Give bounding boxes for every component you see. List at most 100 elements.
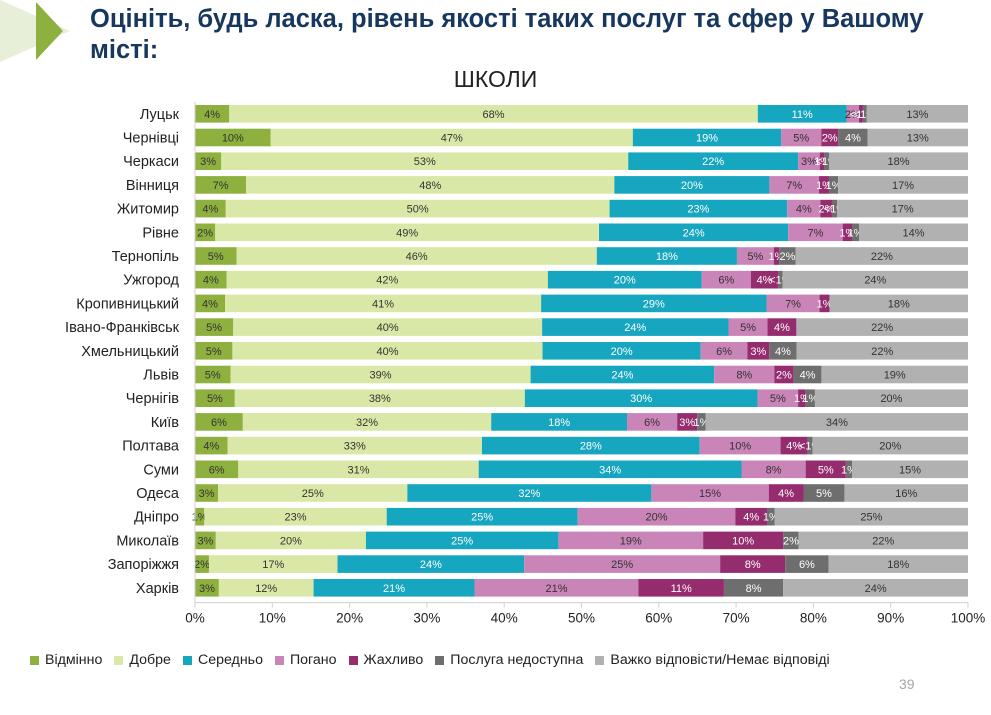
- data-label: 18%: [887, 156, 909, 168]
- data-label: 20%: [681, 180, 703, 192]
- chart-legend: Відмінно Добре Середньо Погано Жахливо Послуг…: [30, 648, 980, 672]
- data-label: 5%: [205, 370, 221, 382]
- bar-середньо-8: [547, 270, 702, 289]
- bar-жахливо-13: [798, 389, 806, 407]
- bar-відмінно-3: [195, 152, 222, 170]
- legend-swatch: [348, 655, 358, 665]
- page-title: Оцініть, будь ласка, рівень якості таких…: [90, 5, 924, 64]
- bar-послуга-недоступна-20: [785, 555, 829, 573]
- stacked-bar-chart: Луцьк 4% 68% 11% 2%<1%<1% 13%Чернівці 10% 47% 19…: [65, 102, 985, 626]
- data-label: 18%: [548, 417, 570, 429]
- bar-погано-1: [846, 105, 860, 123]
- bar-відмінно-18: [195, 507, 205, 526]
- category-label: Дніпро: [134, 510, 179, 526]
- bar-погано-12: [714, 365, 775, 384]
- data-label: 3%: [200, 156, 216, 168]
- legend-item: Добре: [114, 652, 171, 668]
- data-label: 2%: [780, 251, 796, 263]
- data-label: 33%: [344, 441, 366, 453]
- bar-відмінно-1: [195, 105, 230, 123]
- category-label: Миколаїв: [116, 533, 179, 549]
- bar-жахливо-1: [859, 105, 863, 123]
- data-label: 21%: [545, 583, 567, 595]
- bar-середньо-9: [541, 294, 767, 313]
- bar-жахливо-17: [768, 484, 804, 502]
- bar-добре-1: [229, 105, 758, 123]
- legend-label: Середньо: [197, 652, 263, 668]
- data-label: 5%: [206, 346, 222, 358]
- bar-жахливо-19: [703, 531, 784, 550]
- bar-відмінно-19: [195, 531, 216, 550]
- data-label: 4%: [203, 441, 219, 453]
- bar-погано-13: [757, 389, 799, 407]
- data-label: 28%: [580, 441, 602, 453]
- data-label: 8%: [745, 559, 761, 571]
- data-label: 25%: [611, 559, 633, 571]
- bar-послуга-недоступна-12: [793, 365, 822, 384]
- data-label: 7%: [213, 180, 229, 192]
- data-label: 2%: [194, 559, 210, 571]
- bar-середньо-19: [365, 531, 559, 550]
- legend-item: Жахливо: [348, 652, 423, 668]
- legend-swatch: [30, 655, 39, 665]
- data-label: 23%: [687, 204, 709, 216]
- data-label: 3%: [679, 417, 695, 429]
- data-label: 21%: [383, 583, 405, 595]
- data-label: 5%: [740, 322, 756, 334]
- legend-label: Погано: [289, 652, 337, 668]
- bar-добре-7: [236, 247, 597, 265]
- data-label: 2%: [845, 109, 861, 121]
- bar-жахливо-16: [805, 460, 846, 479]
- data-label: 3%: [199, 583, 215, 595]
- data-label: 2%: [819, 204, 835, 216]
- bar-відмінно-13: [195, 389, 235, 407]
- data-label: 11%: [792, 109, 813, 121]
- bar-жахливо-3: [819, 152, 825, 170]
- bar-погано-3: [798, 152, 820, 170]
- bar-важко-відповісти-немає-відповіді-3: [828, 152, 968, 170]
- bar-жахливо-7: [773, 247, 780, 265]
- bar-відмінно-20: [195, 555, 209, 573]
- data-label: 8%: [746, 583, 762, 595]
- data-label: 15%: [699, 488, 721, 500]
- bar-послуга-недоступна-18: [767, 507, 775, 526]
- data-label: 4%: [743, 512, 759, 524]
- data-label: 68%: [483, 109, 505, 121]
- bar-послуга-недоступна-1: [862, 105, 867, 123]
- data-label: 5%: [208, 251, 224, 263]
- data-label: 49%: [396, 227, 418, 239]
- bar-середньо-11: [542, 342, 701, 360]
- bar-погано-17: [651, 484, 769, 502]
- data-label: 39%: [370, 370, 392, 382]
- data-label: 40%: [377, 322, 399, 334]
- data-label: 14%: [902, 227, 924, 239]
- bar-добре-18: [204, 507, 387, 526]
- bar-погано-14: [627, 413, 678, 431]
- data-label: 4%: [778, 488, 794, 500]
- bar-жахливо-5: [820, 199, 833, 218]
- legend-label: Добре: [129, 652, 171, 668]
- bar-жахливо-9: [819, 294, 830, 313]
- bar-важко-відповісти-немає-відповіді-11: [796, 342, 968, 360]
- data-label: 41%: [372, 298, 394, 310]
- bar-жахливо-10: [767, 318, 797, 336]
- legend-label: Важко відповісти/Немає відповіді: [610, 652, 830, 668]
- bar-важко-відповісти-немає-відповіді-5: [837, 199, 968, 218]
- legend-swatch: [595, 655, 605, 665]
- data-label: 1%: [826, 180, 842, 192]
- bar-середньо-20: [337, 555, 525, 573]
- data-label: 5%: [206, 322, 222, 334]
- chart-title: ШКОЛИ: [453, 66, 538, 92]
- category-label: Тернопіль: [112, 249, 179, 265]
- bar-добре-12: [230, 365, 531, 384]
- data-label: 1%: [802, 393, 818, 405]
- bar-середньо-10: [542, 318, 729, 336]
- bar-важко-відповісти-немає-відповіді-20: [828, 555, 968, 573]
- data-label: 24%: [624, 322, 646, 334]
- legend-swatch: [435, 655, 445, 665]
- data-label: 22%: [871, 322, 893, 334]
- data-label: 1%: [694, 417, 710, 429]
- legend-swatch: [274, 655, 284, 665]
- data-label: 2%: [197, 227, 213, 239]
- bar-важко-відповісти-немає-відповіді-4: [838, 176, 968, 194]
